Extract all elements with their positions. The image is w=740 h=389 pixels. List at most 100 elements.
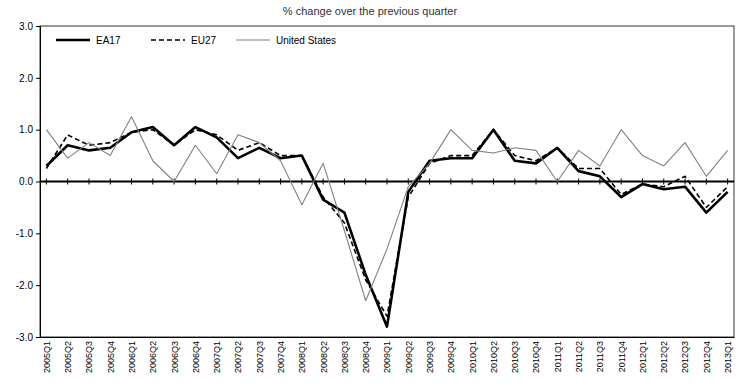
y-tick-mark [36,130,40,131]
y-axis: -3.0-2.0-1.00.01.02.03.0 [16,21,41,343]
x-tick-mark [259,179,260,185]
x-tick: 2006Q3 [169,337,179,373]
y-tick-mark [36,182,40,183]
chart: % change over the previous quarter-3.0-2… [0,0,740,389]
x-tick: 2006Q1 [127,337,137,373]
x-tick-mark [67,179,68,185]
x-tick-mark [216,179,217,185]
x-tick-label: 2009Q3 [425,341,435,373]
x-tick-label: 2011Q2 [574,341,584,372]
x-tick-mark [280,179,281,185]
x-tick: 2010Q2 [489,337,499,373]
x-tick-label: 2008Q1 [297,341,307,373]
x-tick-label: 2012Q3 [680,341,690,373]
y-axis-line [36,27,41,338]
x-tick-mark [727,179,728,185]
x-tick-mark [344,179,345,185]
y-tick-label: 2.0 [19,73,33,84]
x-tick: 2012Q4 [702,337,712,373]
x-tick-label: 2010Q1 [468,341,478,373]
y-tick-label: 1.0 [19,124,33,135]
x-axis-line [41,337,735,338]
legend-label: EA17 [96,35,121,46]
x-tick-label: 2011Q4 [617,341,627,372]
x-tick-mark [685,179,686,185]
x-tick: 2012Q1 [638,337,648,373]
x-tick-mark [88,179,89,185]
x-tick-label: 2012Q4 [702,341,712,373]
series-line [46,127,727,327]
y-tick: 3.0 [19,21,40,32]
plot: -3.0-2.0-1.00.01.02.03.02005Q12005Q22005… [16,21,735,373]
x-tick-label: 2010Q3 [510,341,520,373]
x-tick-mark [237,179,238,185]
x-tick: 2012Q2 [659,337,669,373]
x-tick: 2005Q4 [106,337,116,373]
x-tick-label: 2005Q2 [63,341,73,373]
legend-swatch [151,39,185,41]
x-tick-label: 2010Q4 [531,341,541,373]
x-tick-label: 2011Q1 [553,341,563,372]
x-tick-label: 2013Q1 [723,341,733,373]
x-tick-label: 2005Q3 [84,341,94,373]
x-tick-mark [365,179,366,185]
x-tick-label: 2008Q2 [319,341,329,373]
x-tick: 2009Q1 [382,337,392,373]
legend-swatch [236,39,270,40]
y-tick: -1.0 [16,228,40,239]
x-tick-mark [323,179,324,185]
x-tick: 2008Q4 [361,337,371,373]
x-tick-mark [408,179,409,185]
legend: EA17EU27United States [56,35,336,46]
legend-swatch [56,39,90,42]
x-tick-label: 2007Q3 [255,341,265,373]
y-tick-label: -3.0 [16,332,34,343]
x-tick: 2012Q3 [680,337,690,373]
y-tick: -3.0 [16,332,40,343]
series-line [46,117,727,301]
y-tick: 1.0 [19,124,40,135]
x-axis: 2005Q12005Q22005Q32005Q42006Q12006Q22006… [41,337,735,373]
x-tick: 2007Q3 [255,337,265,373]
x-tick-label: 2009Q1 [382,341,392,373]
y-tick-mark [36,78,40,79]
series-lines [46,117,727,327]
x-tick-label: 2009Q2 [404,341,414,373]
x-tick-label: 2008Q4 [361,341,371,373]
x-tick: 2009Q3 [425,337,435,373]
x-tick-mark [514,179,515,185]
x-tick: 2011Q3 [595,337,605,372]
x-tick: 2005Q2 [63,337,73,373]
x-tick: 2011Q1 [553,337,563,372]
x-tick: 2013Q1 [723,337,733,373]
x-tick-label: 2006Q2 [148,341,158,373]
x-tick-label: 2006Q3 [169,341,179,373]
x-tick: 2006Q2 [148,337,158,373]
title: % change over the previous quarter [283,5,458,17]
x-tick-mark [578,179,579,185]
x-tick: 2006Q4 [191,337,201,373]
x-tick-mark [110,179,111,185]
x-tick: 2011Q4 [617,337,627,372]
x-tick-label: 2007Q2 [233,341,243,373]
x-tick: 2007Q4 [276,337,286,373]
x-tick-mark [599,179,600,185]
x-tick-mark [663,179,664,185]
plot-frame [40,26,734,337]
x-tick: 2007Q1 [212,337,222,373]
x-tick: 2007Q2 [233,337,243,373]
x-tick: 2010Q4 [531,337,541,373]
legend-label: United States [276,35,336,46]
x-tick: 2009Q2 [404,337,414,373]
x-tick: 2005Q3 [84,337,94,373]
x-tick-label: 2007Q1 [212,341,222,373]
x-tick: 2009Q4 [446,337,456,373]
y-tick-mark [36,285,40,286]
x-tick: 2008Q3 [340,337,350,373]
x-tick-mark [195,179,196,185]
x-tick-mark [131,179,132,185]
x-tick-label: 2005Q4 [106,341,116,373]
x-tick-mark [472,179,473,185]
x-tick: 2011Q2 [574,337,584,372]
x-tick: 2010Q1 [468,337,478,373]
